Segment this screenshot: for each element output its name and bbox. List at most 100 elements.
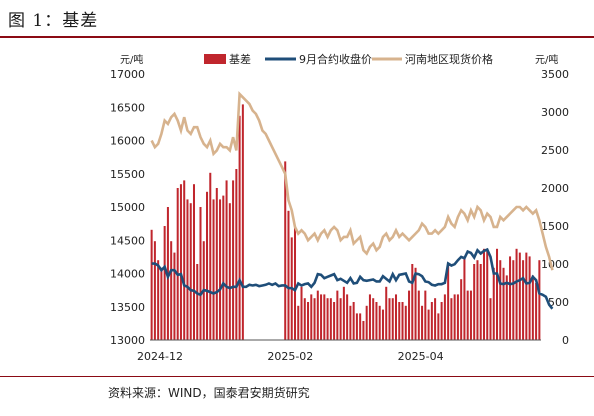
basis-bar	[287, 210, 290, 340]
basis-bar	[310, 294, 313, 340]
basis-bar	[160, 267, 163, 340]
legend-label-spot: 河南地区现货价格	[405, 52, 493, 66]
basis-bar	[411, 264, 414, 340]
basis-bar	[339, 298, 342, 340]
legend-swatch-basis	[204, 54, 226, 64]
basis-bar	[473, 264, 476, 340]
basis-bar	[346, 294, 349, 340]
basis-bar	[515, 248, 518, 340]
basis-bar	[430, 302, 433, 340]
basis-bar	[375, 302, 378, 340]
basis-bar	[482, 248, 485, 340]
basis-bar	[186, 199, 189, 340]
legend-label-futures: 9月合约收盘价	[299, 52, 372, 66]
basis-bar	[398, 302, 401, 340]
right-tick-label: 3000	[541, 106, 569, 119]
basis-bar	[509, 256, 512, 340]
basis-bar	[391, 298, 394, 340]
basis-bar	[333, 302, 336, 340]
basis-bar	[535, 283, 538, 340]
basis-bar	[189, 203, 192, 340]
basis-bar	[307, 302, 310, 340]
basis-bar	[437, 313, 440, 340]
basis-bar	[492, 267, 495, 340]
basis-bar	[209, 172, 212, 340]
basis-bar	[414, 267, 417, 340]
title-divider	[0, 36, 594, 38]
basis-bar	[352, 302, 355, 340]
basis-bar	[518, 252, 521, 340]
basis-bar	[502, 267, 505, 340]
basis-bar	[176, 188, 179, 340]
basis-bar	[512, 260, 515, 340]
basis-bar	[329, 298, 332, 340]
basis-bar	[199, 207, 202, 340]
right-tick-label: 500	[548, 296, 569, 309]
basis-bar	[297, 305, 300, 340]
basis-bar	[225, 180, 228, 340]
basis-bar	[496, 248, 499, 340]
basis-bar	[417, 290, 420, 340]
left-tick-label: 14500	[110, 234, 145, 247]
right-tick-label: 2500	[541, 144, 569, 157]
basis-bar	[427, 309, 430, 340]
basis-bar	[443, 294, 446, 340]
basis-bar	[447, 264, 450, 340]
x-axis: 2024-12 2025-02 2025-04	[137, 350, 444, 363]
basis-bar	[323, 294, 326, 340]
chart-legend: 基差 9月合约收盘价 河南地区现货价格	[204, 52, 493, 66]
basis-bar	[489, 298, 492, 340]
basis-bar	[368, 294, 371, 340]
left-tick-label: 13000	[110, 334, 145, 347]
basis-bar	[179, 184, 182, 340]
basis-bar	[232, 180, 235, 340]
left-tick-label: 15000	[110, 201, 145, 214]
basis-bar	[531, 275, 534, 340]
left-tick-label: 17000	[110, 68, 145, 81]
basis-bar	[316, 290, 319, 340]
basis-bar	[479, 264, 482, 340]
x-tick-label: 2025-02	[267, 350, 313, 363]
right-tick-label: 2000	[541, 182, 569, 195]
basis-bar	[157, 260, 160, 340]
basis-bar	[173, 252, 176, 340]
basis-bar	[460, 279, 463, 340]
right-tick-label: 1500	[541, 220, 569, 233]
basis-bar	[434, 298, 437, 340]
basis-bar	[450, 298, 453, 340]
basis-bar	[206, 191, 209, 340]
basis-bars	[150, 104, 541, 341]
basis-bar	[326, 298, 329, 340]
basis-bar	[424, 290, 427, 340]
basis-bar	[404, 305, 407, 340]
right-axis: 0 500 1000 1500 2000 2500 3000 3500	[541, 68, 569, 347]
futures-price-line	[151, 247, 554, 310]
basis-chart: 基差 9月合约收盘价 河南地区现货价格 元/吨 元/吨 13000 13500 14…	[110, 52, 569, 363]
spot-price-line	[150, 90, 554, 271]
basis-bar	[150, 229, 153, 340]
basis-bar	[170, 241, 173, 340]
left-axis: 13000 13500 14000 14500 15000 15500 16000 16500…	[110, 68, 145, 347]
basis-bar	[349, 305, 352, 340]
basis-bar	[388, 298, 391, 340]
right-tick-label: 3500	[541, 68, 569, 81]
basis-bar	[453, 294, 456, 340]
basis-bar	[463, 256, 466, 340]
basis-bar	[359, 313, 362, 340]
right-tick-label: 0	[562, 334, 569, 347]
basis-bar	[192, 184, 195, 340]
basis-bar	[355, 313, 358, 340]
basis-bar	[336, 290, 339, 340]
left-tick-label: 14000	[110, 268, 145, 281]
basis-bar	[342, 286, 345, 340]
left-tick-label: 16500	[110, 101, 145, 114]
x-tick-label: 2024-12	[137, 350, 183, 363]
legend-label-basis: 基差	[229, 52, 251, 66]
basis-bar	[284, 161, 287, 340]
basis-bar	[313, 298, 316, 340]
basis-bar	[362, 321, 365, 340]
basis-bar	[456, 294, 459, 340]
basis-bar	[238, 115, 241, 340]
basis-bar	[466, 290, 469, 340]
basis-bar	[303, 298, 306, 340]
